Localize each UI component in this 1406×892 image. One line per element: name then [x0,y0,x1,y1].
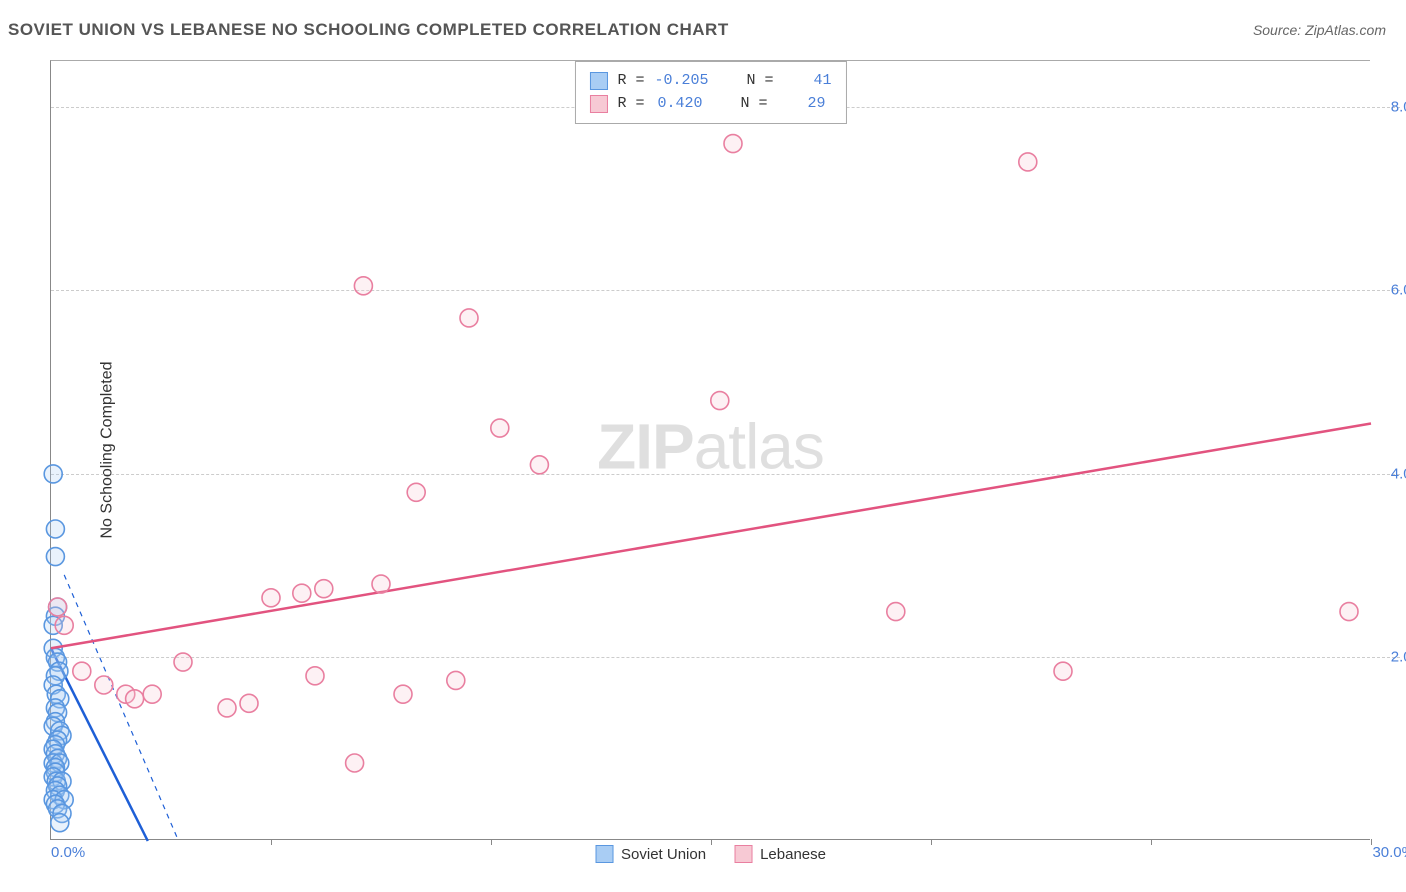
source-link[interactable]: ZipAtlas.com [1305,22,1386,38]
x-tick-mark [931,839,932,845]
legend-swatch [589,95,607,113]
data-point [46,548,64,566]
data-point [293,584,311,602]
y-tick-label: 8.0% [1391,98,1406,115]
data-point [711,392,729,410]
y-tick-label: 4.0% [1391,465,1406,482]
x-tick-label-max: 30.0% [1372,844,1406,861]
data-point [73,662,91,680]
data-point [1019,153,1037,171]
data-point [218,699,236,717]
data-point [1340,603,1358,621]
stat-n-value: 29 [778,93,826,116]
stat-r-value: 0.420 [654,93,702,116]
stats-legend: R = -0.205 N = 41 R = 0.420 N = 29 [574,61,846,124]
data-point [530,456,548,474]
data-point [1054,662,1072,680]
data-point [44,465,62,483]
data-point [126,690,144,708]
stat-n-value: 41 [784,70,832,93]
x-tick-label-min: 0.0% [51,844,85,861]
legend-item: Lebanese [734,845,826,863]
data-point [49,598,67,616]
data-point [306,667,324,685]
y-tick-label: 6.0% [1391,282,1406,299]
data-point [51,814,69,832]
data-point [55,616,73,634]
data-point [174,653,192,671]
scatter-svg [51,61,1370,839]
stat-r-value: -0.205 [654,70,708,93]
source-attribution: Source: ZipAtlas.com [1253,22,1386,38]
legend-label: Lebanese [760,846,826,863]
series-legend: Soviet Union Lebanese [595,845,826,863]
data-point [143,685,161,703]
x-tick-mark [1151,839,1152,845]
x-tick-mark [271,839,272,845]
data-point [240,694,258,712]
stats-legend-row: R = -0.205 N = 41 [589,70,831,93]
legend-swatch [589,72,607,90]
data-point [724,135,742,153]
data-point [372,575,390,593]
legend-swatch [595,845,613,863]
plot-area: No Schooling Completed ZIPatlas 2.0%4.0%… [50,60,1370,840]
data-point [491,419,509,437]
legend-label: Soviet Union [621,846,706,863]
chart-title: SOVIET UNION VS LEBANESE NO SCHOOLING CO… [8,20,729,40]
stats-legend-row: R = 0.420 N = 29 [589,93,831,116]
chart-container: SOVIET UNION VS LEBANESE NO SCHOOLING CO… [0,0,1406,892]
data-point [460,309,478,327]
data-point [407,483,425,501]
data-point [887,603,905,621]
data-point [262,589,280,607]
stat-n-label: N = [747,70,774,93]
data-point [394,685,412,703]
legend-swatch [734,845,752,863]
data-point [315,580,333,598]
data-point [447,671,465,689]
stat-r-label: R = [617,70,644,93]
trend-line [51,423,1371,648]
data-point [95,676,113,694]
stat-r-label: R = [617,93,644,116]
data-point [354,277,372,295]
data-point [346,754,364,772]
data-point [46,520,64,538]
legend-item: Soviet Union [595,845,706,863]
source-label: Source: [1253,22,1301,38]
stat-n-label: N = [741,93,768,116]
x-tick-mark [491,839,492,845]
y-tick-label: 2.0% [1391,649,1406,666]
